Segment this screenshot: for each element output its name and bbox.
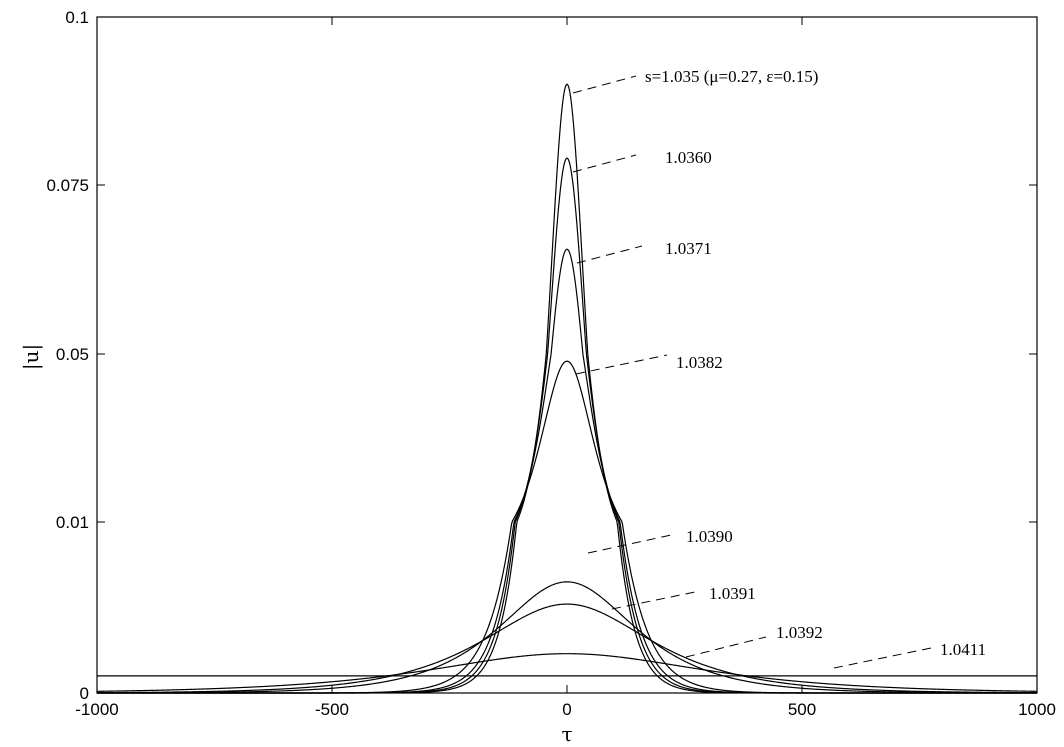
series-line [97, 248, 1037, 694]
curve-label-leader [833, 647, 932, 669]
x-axis-label: τ [561, 722, 572, 746]
curve-label-leader [576, 245, 643, 264]
curve-label: 1.0382 [676, 353, 723, 372]
series-line [97, 360, 1037, 694]
series-line [96, 653, 1038, 692]
curve-label: 1.0411 [940, 640, 986, 659]
curve-label: 1.0390 [686, 527, 733, 546]
curve-label-leader [572, 75, 637, 94]
curve-label: 1.0391 [709, 584, 756, 603]
series-line [97, 581, 1037, 694]
x-tick-label: 500 [788, 700, 816, 719]
x-tick-label: 0 [562, 700, 571, 719]
curve-label: 1.0360 [665, 148, 712, 167]
y-tick-label: 0.05 [56, 345, 89, 364]
curve-label: s=1.035 (μ=0.27, ε=0.15) [645, 67, 818, 86]
x-tick-label: -1000 [75, 700, 118, 719]
curve-label-leader [587, 533, 677, 554]
x-tick-label: -500 [315, 700, 349, 719]
series-line [97, 83, 1037, 694]
curve-label-leader [611, 590, 701, 610]
curve-label-leader [575, 354, 668, 375]
y-tick-label: 0 [80, 684, 89, 703]
curve-label-leader [572, 154, 637, 173]
x-tick-label: 1000 [1018, 700, 1056, 719]
plot-frame [96, 16, 1038, 694]
curve-label-leader [685, 636, 767, 658]
curve-label: 1.0371 [665, 239, 712, 258]
curves-layer [96, 83, 1038, 694]
y-tick-label: 0.01 [56, 513, 89, 532]
series-line [96, 603, 1038, 694]
curve-label: 1.0392 [776, 623, 823, 642]
ticks-layer: -1000 -500 0 500 1000 0 0.01 0.05 0.075 0.1 [46, 8, 1055, 719]
series-line [97, 157, 1037, 694]
y-tick-label: 0.1 [65, 8, 89, 27]
y-tick-label: 0.075 [46, 176, 89, 195]
y-axis-label: |u| [19, 344, 44, 370]
curve-labels-layer: s=1.035 (μ=0.27, ε=0.15) 1.0360 1.0371 1.03… [572, 67, 986, 669]
